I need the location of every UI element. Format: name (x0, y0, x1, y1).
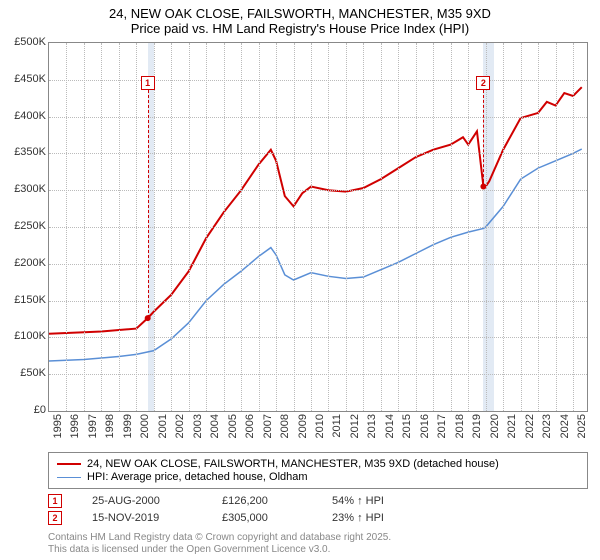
x-tick-label: 2007 (262, 414, 274, 444)
title-line-2: Price paid vs. HM Land Registry's House … (0, 21, 600, 40)
x-tick-label: 2006 (244, 414, 256, 444)
x-tick-label: 2001 (157, 414, 169, 444)
x-tick-label: 2025 (576, 414, 588, 444)
x-tick-label: 2013 (366, 414, 378, 444)
x-tick-label: 2023 (541, 414, 553, 444)
sale-marker: 1 (48, 494, 62, 508)
x-tick-label: 2000 (139, 414, 151, 444)
sale-delta: 54% ↑ HPI (332, 495, 384, 507)
chart-marker: 1 (141, 76, 155, 90)
sale-date: 25-AUG-2000 (92, 495, 192, 507)
legend-swatch (57, 463, 81, 465)
y-tick-label: £100K (2, 330, 46, 342)
sales-table: 1 25-AUG-2000 £126,200 54% ↑ HPI 2 15-NO… (48, 494, 384, 528)
x-tick-label: 2020 (489, 414, 501, 444)
y-tick-label: £450K (2, 73, 46, 85)
legend-label: HPI: Average price, detached house, Oldh… (87, 471, 308, 483)
x-tick-label: 2015 (401, 414, 413, 444)
series-price_paid (49, 87, 582, 334)
legend-item: HPI: Average price, detached house, Oldh… (57, 471, 579, 483)
sale-price: £305,000 (222, 512, 302, 524)
x-tick-label: 1997 (87, 414, 99, 444)
x-tick-label: 2021 (506, 414, 518, 444)
legend-label: 24, NEW OAK CLOSE, FAILSWORTH, MANCHESTE… (87, 458, 499, 470)
sale-price: £126,200 (222, 495, 302, 507)
x-tick-label: 2010 (314, 414, 326, 444)
x-tick-label: 2004 (209, 414, 221, 444)
y-tick-label: £0 (2, 404, 46, 416)
sale-date: 15-NOV-2019 (92, 512, 192, 524)
x-tick-label: 2022 (524, 414, 536, 444)
legend: 24, NEW OAK CLOSE, FAILSWORTH, MANCHESTE… (48, 452, 588, 489)
y-tick-label: £400K (2, 110, 46, 122)
legend-swatch (57, 477, 81, 478)
sale-delta: 23% ↑ HPI (332, 512, 384, 524)
legend-item: 24, NEW OAK CLOSE, FAILSWORTH, MANCHESTE… (57, 458, 579, 470)
x-tick-label: 2003 (192, 414, 204, 444)
x-tick-label: 2002 (174, 414, 186, 444)
y-tick-label: £50K (2, 367, 46, 379)
y-tick-label: £200K (2, 257, 46, 269)
x-tick-label: 2019 (471, 414, 483, 444)
x-tick-label: 1999 (122, 414, 134, 444)
footer-line-1: Contains HM Land Registry data © Crown c… (48, 532, 391, 544)
x-tick-label: 2011 (331, 414, 343, 444)
y-tick-label: £250K (2, 220, 46, 232)
chart-container: 24, NEW OAK CLOSE, FAILSWORTH, MANCHESTE… (0, 0, 600, 560)
x-tick-label: 2009 (297, 414, 309, 444)
x-tick-label: 2016 (419, 414, 431, 444)
footer-line-2: This data is licensed under the Open Gov… (48, 544, 391, 556)
plot-area: 12 (48, 42, 588, 412)
x-tick-label: 1996 (69, 414, 81, 444)
sale-row: 1 25-AUG-2000 £126,200 54% ↑ HPI (48, 494, 384, 508)
chart-marker: 2 (476, 76, 490, 90)
y-tick-label: £500K (2, 36, 46, 48)
x-tick-label: 2017 (436, 414, 448, 444)
x-tick-label: 2024 (559, 414, 571, 444)
x-tick-label: 2012 (349, 414, 361, 444)
x-tick-label: 1995 (52, 414, 64, 444)
x-tick-label: 2018 (454, 414, 466, 444)
x-tick-label: 2014 (384, 414, 396, 444)
title-line-1: 24, NEW OAK CLOSE, FAILSWORTH, MANCHESTE… (0, 0, 600, 21)
x-tick-label: 1998 (104, 414, 116, 444)
sale-marker: 2 (48, 511, 62, 525)
y-tick-label: £300K (2, 183, 46, 195)
footer: Contains HM Land Registry data © Crown c… (48, 532, 391, 556)
y-tick-label: £150K (2, 294, 46, 306)
x-tick-label: 2005 (227, 414, 239, 444)
x-tick-label: 2008 (279, 414, 291, 444)
sale-row: 2 15-NOV-2019 £305,000 23% ↑ HPI (48, 511, 384, 525)
y-tick-label: £350K (2, 146, 46, 158)
